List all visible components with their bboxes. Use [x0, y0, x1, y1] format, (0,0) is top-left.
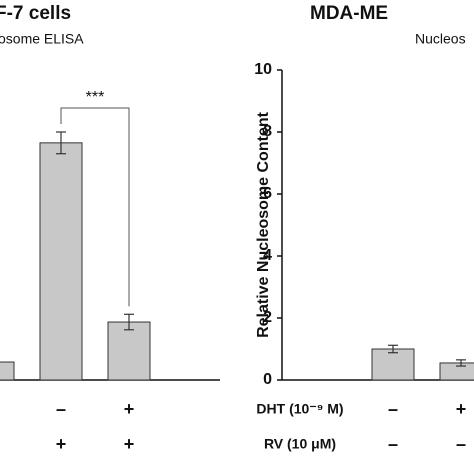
bar	[107, 321, 151, 381]
row-value: +	[124, 434, 135, 454]
row-value: –	[388, 434, 398, 454]
chart-subtitle: Nucleos	[415, 31, 466, 47]
row-value: +	[124, 399, 135, 419]
bar	[39, 142, 83, 381]
y-axis-label: Relative Nucleosome Content	[255, 111, 272, 338]
bar	[0, 361, 15, 381]
bar	[371, 348, 415, 381]
row-value: –	[456, 434, 466, 454]
y-tick-label: 6	[263, 185, 272, 202]
row-label: RV (10 μM)	[264, 436, 336, 452]
y-tick-label: 0	[263, 371, 272, 388]
chart-title: F-7 cells	[0, 3, 71, 24]
row-value: –	[56, 399, 66, 419]
row-label: DHT (10⁻⁹ M)	[256, 401, 343, 417]
significance-bracket	[60, 107, 130, 307]
y-tick-label: 10	[254, 61, 272, 78]
row-value: +	[456, 399, 467, 419]
row-value: –	[388, 399, 398, 419]
significance-label: ***	[86, 89, 105, 106]
y-tick-label: 2	[263, 309, 272, 326]
chart-title: MDA-ME	[310, 3, 388, 24]
row-value: +	[56, 434, 67, 454]
y-tick-label: 4	[263, 247, 272, 264]
chart-subtitle: osome ELISA	[0, 31, 84, 47]
y-tick-label: 8	[263, 123, 272, 140]
